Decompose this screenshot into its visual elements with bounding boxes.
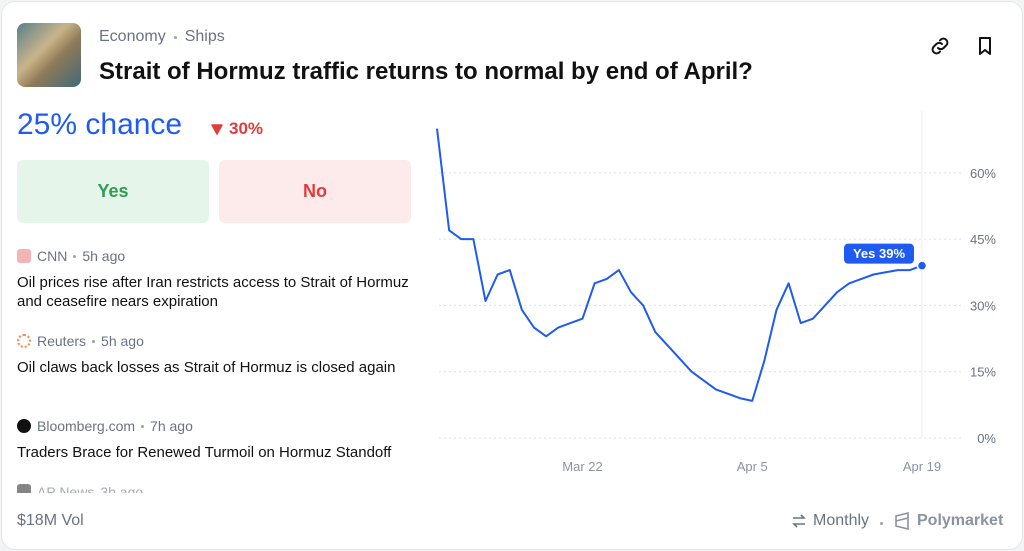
x-tick-label: Mar 22 [562, 459, 602, 474]
down-arrow [211, 123, 223, 135]
yes-button[interactable]: Yes [17, 160, 209, 223]
annotation-box [844, 243, 914, 264]
time: 5h ago [82, 248, 126, 264]
brand[interactable]: Polymarket [893, 512, 1003, 530]
change: 30% [211, 119, 263, 139]
change-value: 30% [229, 119, 264, 138]
news-source: CNN 5h ago [17, 248, 125, 264]
headline[interactable]: Oil claws back losses as Strait of Hormu… [17, 359, 396, 376]
time: 7h ago [150, 418, 193, 434]
news-source: AP News 3h ago [17, 484, 143, 493]
separator [141, 424, 145, 428]
news-source: Bloomberg.com 7h ago [17, 418, 193, 434]
headline[interactable]: Traders Brace for Renewed Turmoil on Hor… [17, 444, 392, 461]
title[interactable]: Strait of Hormuz traffic returns to norm… [99, 58, 753, 85]
annotation: Yes 39% [844, 243, 914, 264]
breadcrumb: Economy Ships [99, 28, 225, 46]
y-tick-label: 15% [970, 365, 996, 380]
news-source: Reuters 5h ago [17, 333, 144, 349]
thumbnail [17, 23, 81, 87]
source: AP News [37, 484, 95, 493]
source-icon [17, 419, 31, 433]
source-icon [17, 334, 31, 348]
subcategory[interactable]: Ships [184, 28, 225, 45]
bookmark-icon[interactable] [973, 34, 997, 58]
brand-icon [895, 512, 909, 530]
time: 5h ago [101, 333, 144, 349]
time: 3h ago [100, 484, 144, 493]
interval[interactable]: Monthly [791, 512, 869, 530]
category[interactable]: Economy [99, 28, 166, 45]
source-icon [17, 249, 31, 263]
separator [173, 35, 177, 39]
source-icon [17, 484, 31, 493]
y-tick-label: 45% [970, 232, 996, 247]
separator [73, 254, 77, 258]
no-button[interactable]: No [219, 160, 411, 223]
x-tick-label: Apr 19 [903, 459, 941, 474]
headline[interactable]: Oil prices rise after Iran restricts acc… [17, 274, 409, 310]
x-tick-label: Apr 5 [737, 459, 768, 474]
series-line [436, 128, 923, 402]
annotation-label: Yes 39% [853, 246, 905, 261]
current-point [916, 260, 928, 271]
interval-label: Monthly [813, 512, 870, 529]
link-icon[interactable] [928, 34, 952, 58]
source: Bloomberg.com [37, 418, 136, 434]
y-tick-label: 0% [977, 431, 996, 446]
swap-icon [792, 514, 806, 528]
volume: $18M Vol [17, 512, 84, 529]
separator [92, 339, 96, 343]
source: Reuters [37, 333, 87, 349]
chance: 25% chance [17, 108, 183, 141]
y-tick-label: 60% [970, 166, 996, 181]
brand-name: Polymarket [917, 512, 1004, 529]
y-tick-label: 30% [970, 298, 996, 313]
source: CNN [37, 248, 68, 264]
separator [880, 522, 883, 525]
